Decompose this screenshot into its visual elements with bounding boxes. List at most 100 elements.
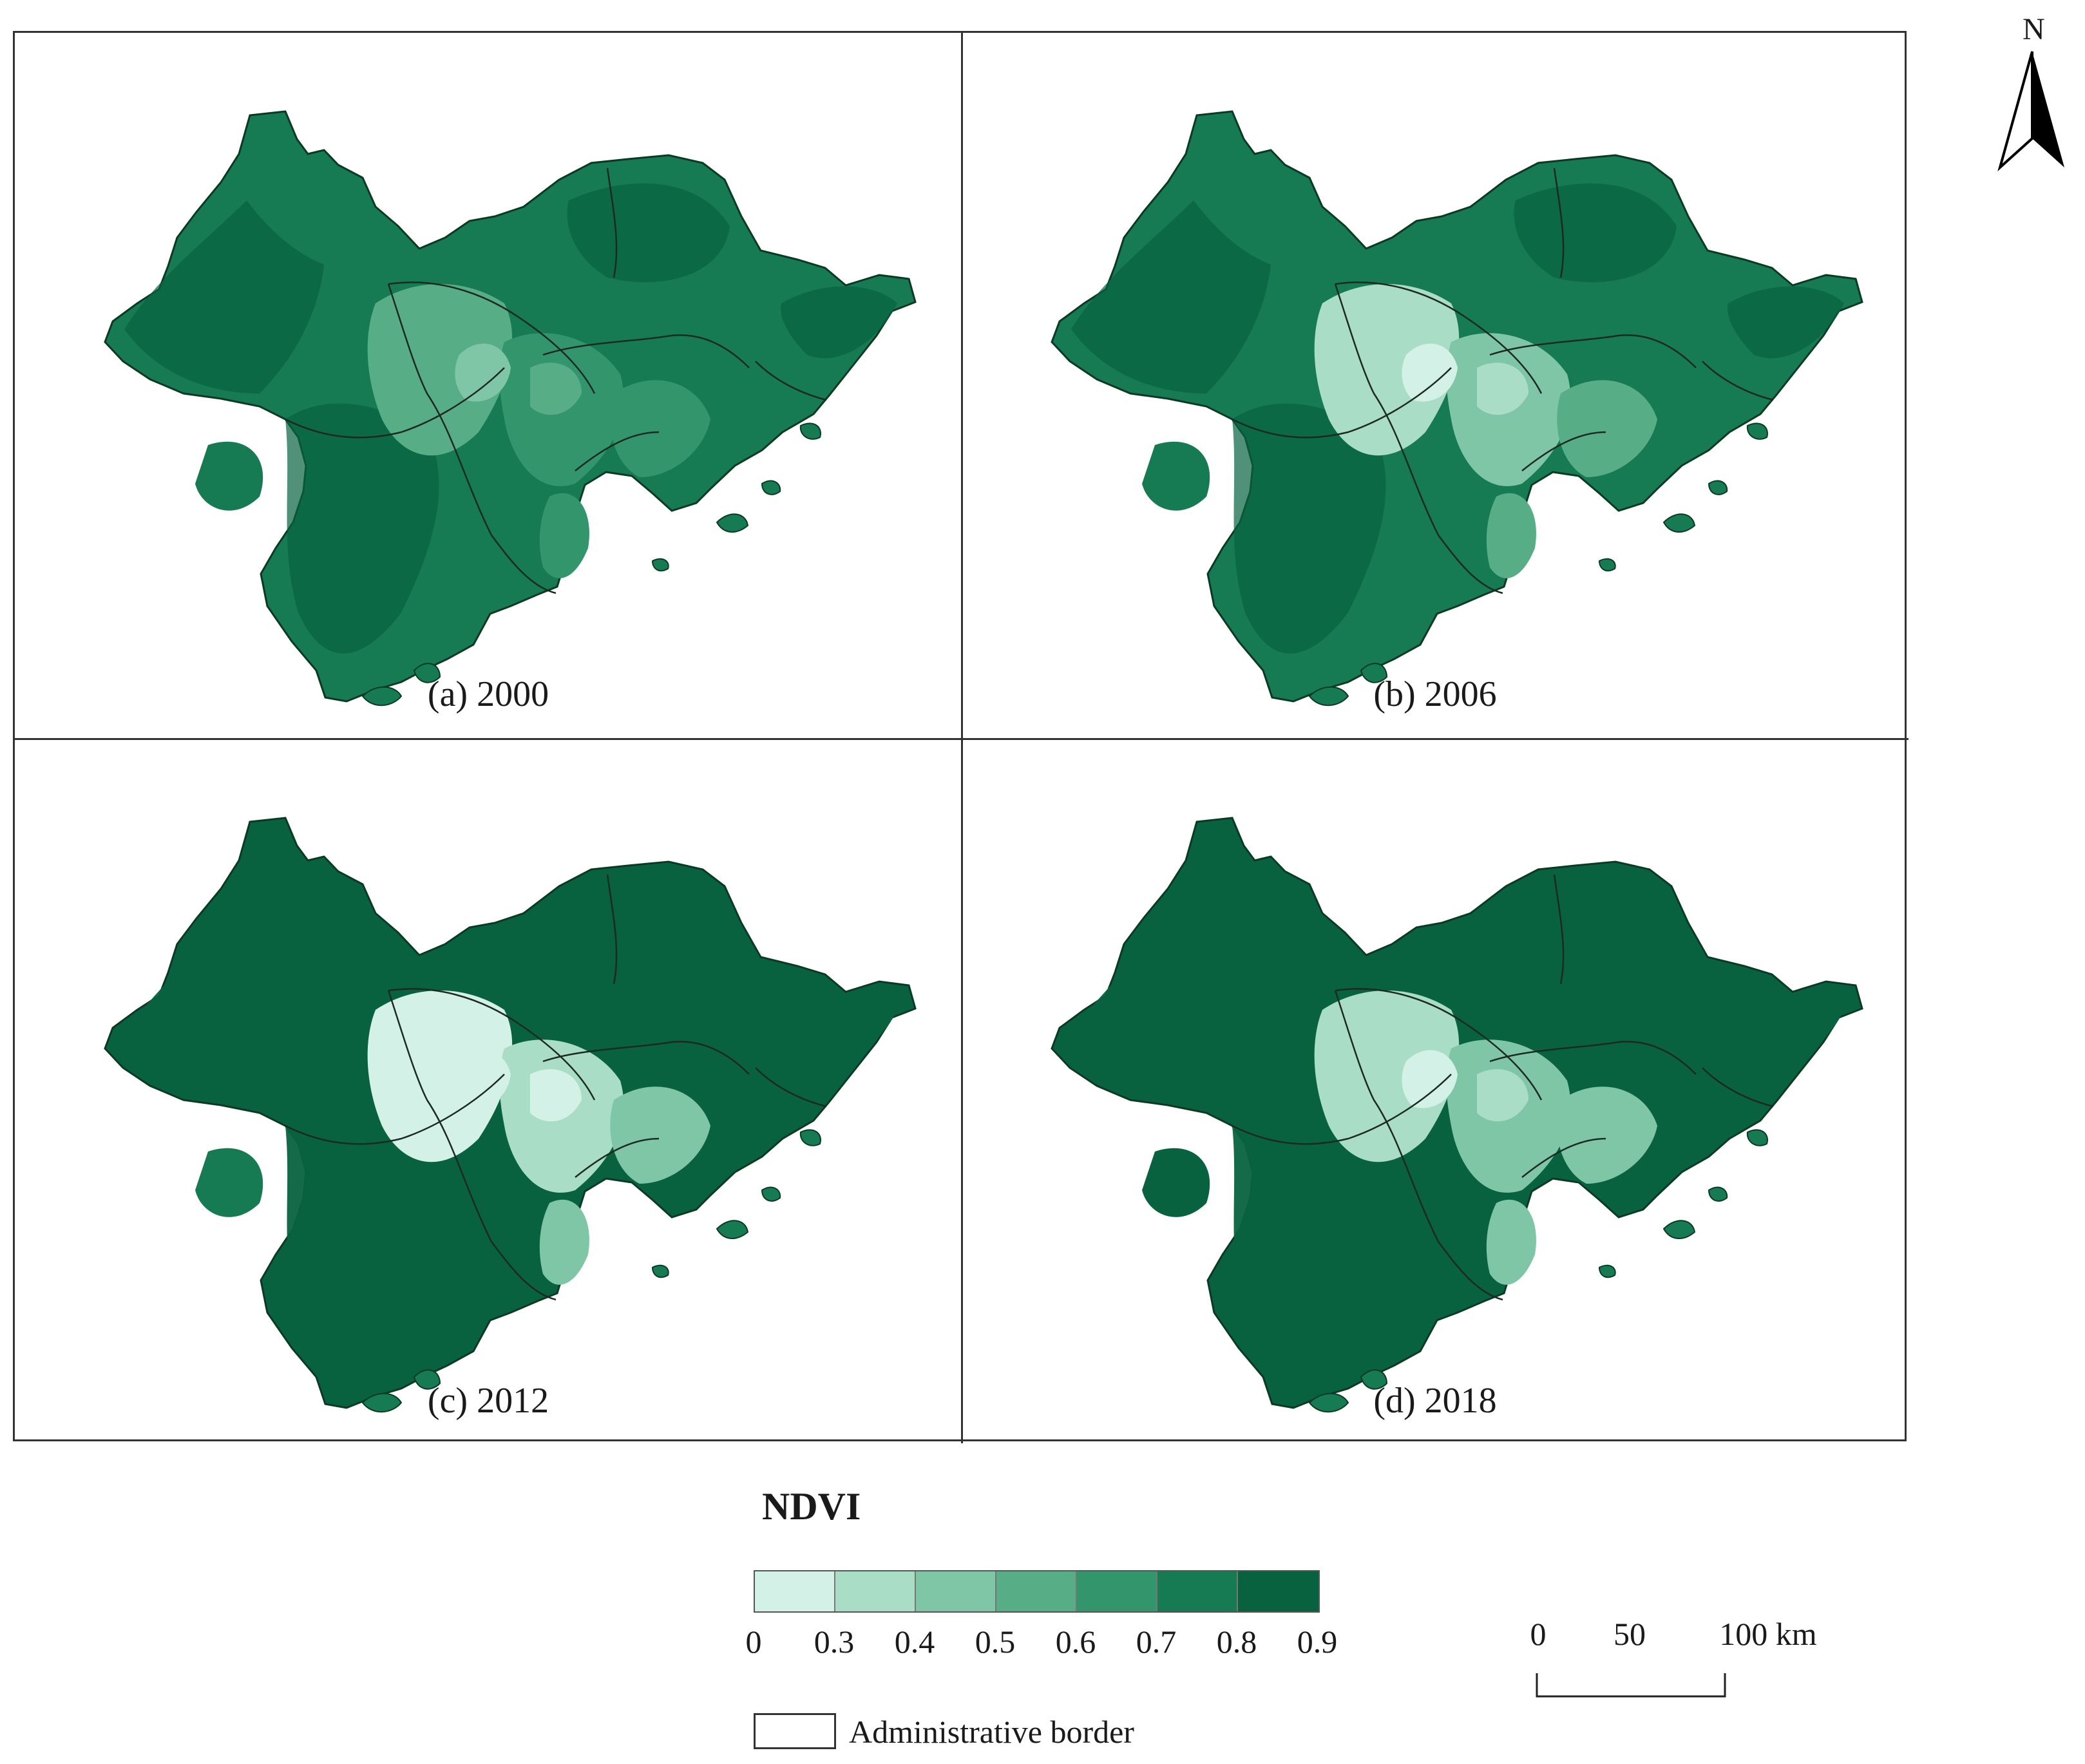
ndvi-zone-high-1 xyxy=(285,403,439,654)
ndvi-zone-low-6 xyxy=(195,1148,263,1217)
admin-border-line-4 xyxy=(1489,1041,1697,1075)
admin-border-line-5 xyxy=(1438,1241,1503,1301)
ndvi-zone-low-4 xyxy=(530,363,582,415)
admin-border-label: Administrative border xyxy=(849,1714,1134,1750)
ndvi-zone-high-2 xyxy=(1514,183,1677,283)
legend-tick-5: 0.7 xyxy=(1136,1624,1177,1660)
panel-caption-d: (d) 2018 xyxy=(1373,1381,1497,1421)
ndvi-zone-low-5 xyxy=(539,493,589,578)
ndvi-zone-high-2 xyxy=(567,183,730,283)
island-3 xyxy=(761,1186,781,1202)
ndvi-zone-high-3 xyxy=(1728,992,1844,1065)
admin-border-line-4 xyxy=(1489,334,1697,368)
legend-swatch-6 xyxy=(1238,1571,1319,1611)
ndvi-map-d xyxy=(1051,817,1863,1413)
admin-border-line-7 xyxy=(575,431,660,471)
admin-border-line-6 xyxy=(1702,1067,1774,1108)
ndvi-map-c xyxy=(104,817,917,1413)
island-0 xyxy=(1308,686,1349,707)
ndvi-zone-low-3 xyxy=(455,343,511,402)
ndvi-zone-low-0 xyxy=(1314,284,1460,456)
ndvi-zone-high-3 xyxy=(781,286,897,359)
map-panel-a: (a) 2000 xyxy=(15,33,962,738)
admin-border-line-6 xyxy=(755,1067,827,1108)
legend-swatch-4 xyxy=(1077,1571,1157,1611)
legend-tick-2: 0.4 xyxy=(894,1624,935,1660)
ndvi-zone-low-5 xyxy=(1486,1199,1536,1285)
ndvi-zone-high-0 xyxy=(124,200,324,394)
admin-border-line-0 xyxy=(387,990,493,1242)
admin-border-line-0 xyxy=(387,283,493,536)
horizontal-divider xyxy=(15,738,1909,740)
island-5 xyxy=(799,1129,821,1146)
admin-border-line-5 xyxy=(491,535,557,594)
ndvi-zone-low-4 xyxy=(530,1069,582,1122)
ndvi-zone-high-1 xyxy=(1232,403,1386,654)
island-0 xyxy=(361,686,403,707)
ndvi-zone-low-2 xyxy=(610,380,710,477)
admin-border-swatch xyxy=(754,1713,836,1749)
legend-tick-4: 0.6 xyxy=(1055,1624,1096,1660)
island-1 xyxy=(1360,663,1388,683)
island-4 xyxy=(651,1264,669,1278)
admin-border-line-7 xyxy=(575,1137,660,1178)
legend-title: NDVI xyxy=(762,1485,861,1528)
scale-label-50: 50 xyxy=(1614,1616,1646,1652)
ndvi-zone-high-0 xyxy=(124,907,324,1100)
ndvi-zone-low-6 xyxy=(1142,441,1210,511)
legend-swatch-3 xyxy=(996,1571,1077,1611)
admin-border-line-0 xyxy=(1334,283,1440,536)
ndvi-zone-low-6 xyxy=(1142,1148,1210,1217)
ndvi-zone-low-2 xyxy=(1557,1086,1657,1184)
island-1 xyxy=(413,1369,441,1390)
ndvi-zone-low-5 xyxy=(539,1199,589,1285)
admin-border-line-3 xyxy=(285,367,505,439)
ndvi-zone-high-1 xyxy=(285,1110,439,1360)
admin-border-line-1 xyxy=(388,988,596,1101)
ndvi-zone-low-0 xyxy=(1314,991,1460,1162)
admin-border-line-6 xyxy=(1702,361,1774,401)
admin-border-line-4 xyxy=(542,1041,750,1075)
legend-tick-1: 0.3 xyxy=(814,1624,855,1660)
ndvi-zone-high-0 xyxy=(1071,907,1271,1100)
island-0 xyxy=(1308,1392,1349,1413)
legend-swatch-1 xyxy=(835,1571,916,1611)
ndvi-map-b xyxy=(1051,110,1863,707)
island-5 xyxy=(1746,1129,1768,1146)
ndvi-zone-low-0 xyxy=(367,284,513,456)
island-3 xyxy=(761,480,781,495)
island-3 xyxy=(1708,480,1728,495)
ndvi-map-a xyxy=(104,110,917,707)
north-arrow-icon xyxy=(1997,51,2064,172)
ndvi-color-ramp xyxy=(754,1570,1320,1613)
admin-border-line-6 xyxy=(755,361,827,401)
island-0 xyxy=(361,1392,403,1413)
admin-border-line-2 xyxy=(606,167,618,278)
legend-tick-6: 0.8 xyxy=(1216,1624,1257,1660)
island-4 xyxy=(1598,558,1616,572)
island-5 xyxy=(799,422,821,440)
ndvi-zone-low-5 xyxy=(1486,493,1536,578)
admin-border-line-2 xyxy=(606,874,618,985)
legend-swatch-5 xyxy=(1157,1571,1238,1611)
panel-caption-a: (a) 2000 xyxy=(427,674,549,714)
admin-border-line-2 xyxy=(1553,167,1565,278)
panel-caption-c: (c) 2012 xyxy=(427,1381,549,1421)
island-4 xyxy=(1598,1264,1616,1278)
admin-border-line-0 xyxy=(1334,990,1440,1242)
island-2 xyxy=(1662,1220,1696,1240)
legend-tick-3: 0.5 xyxy=(975,1624,1016,1660)
ndvi-zone-low-2 xyxy=(610,1086,710,1184)
ndvi-zone-low-4 xyxy=(1477,1069,1528,1122)
ndvi-zone-low-3 xyxy=(455,1050,511,1108)
admin-border-line-5 xyxy=(491,1241,557,1301)
ndvi-zone-low-3 xyxy=(1402,343,1458,402)
ndvi-zone-low-3 xyxy=(1402,1050,1458,1108)
ndvi-zone-high-0 xyxy=(1071,200,1271,394)
panel-caption-b: (b) 2006 xyxy=(1373,674,1497,714)
ndvi-zone-high-3 xyxy=(1728,286,1844,359)
island-2 xyxy=(1662,513,1696,533)
admin-border-line-5 xyxy=(1438,535,1503,594)
scale-label-0: 0 xyxy=(1530,1616,1547,1652)
admin-border-line-3 xyxy=(1232,367,1452,439)
